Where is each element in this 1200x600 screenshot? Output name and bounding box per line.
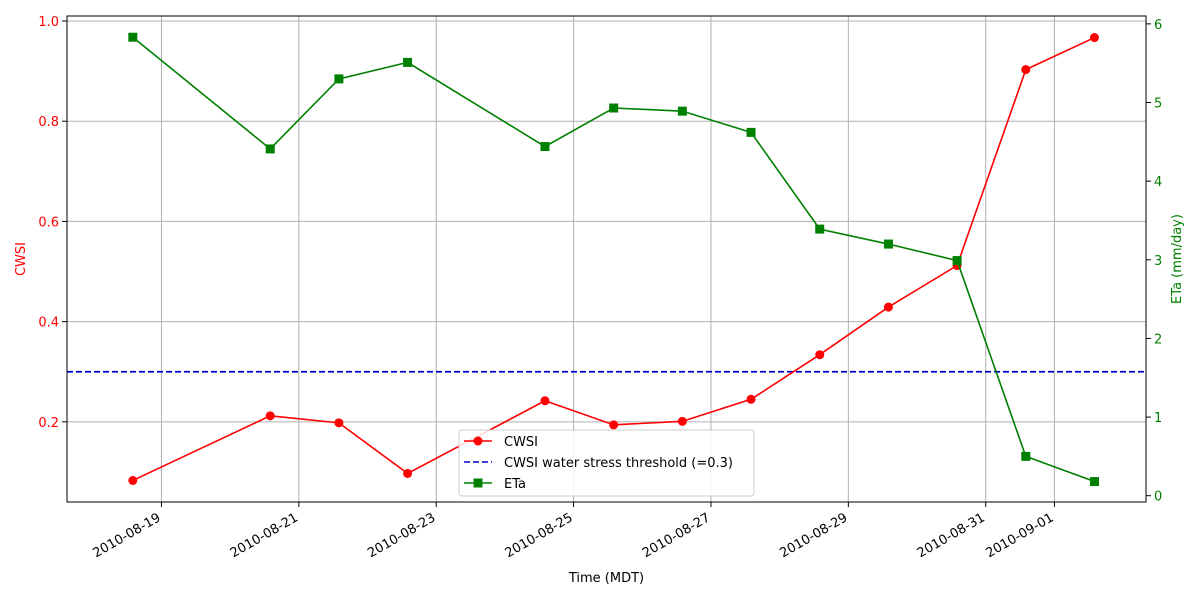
cwsi-point <box>403 468 413 478</box>
x-tick-label: 2010-08-27 <box>640 510 713 561</box>
x-tick-label: 2010-08-21 <box>228 510 301 561</box>
x-tick-label: 2010-09-01 <box>983 510 1056 561</box>
legend-item-eta: ETa <box>464 477 526 492</box>
y-left-tick-label: 0.6 <box>38 215 59 230</box>
plot-frame <box>66 15 1147 503</box>
cwsi-point <box>746 394 756 404</box>
legend-label-cwsi: CWSI <box>504 435 538 450</box>
cwsi-point <box>265 411 275 421</box>
y-left-tick-label: 0.2 <box>38 416 59 431</box>
eta-point <box>609 103 619 113</box>
y-left-tick-label: 0.8 <box>38 115 59 130</box>
cwsi-point <box>677 416 687 426</box>
x-tick-label: 2010-08-25 <box>503 510 576 561</box>
legend-item-cwsi: CWSI <box>464 435 538 450</box>
y-left-tick-label: 1.0 <box>38 15 59 30</box>
x-axis-title: Time (MDT) <box>568 571 644 586</box>
cwsi-point <box>609 420 619 430</box>
x-axis: 2010-08-19 2010-08-21 2010-08-23 2010-08-25… <box>91 502 1056 561</box>
y-axis-right-title: ETa (mm/day) <box>1170 214 1185 304</box>
eta-point <box>540 142 550 152</box>
y-right-tick-label: 0 <box>1154 490 1162 505</box>
y-right-tick-label: 2 <box>1154 332 1162 347</box>
cwsi-point <box>540 396 550 406</box>
y-axis-left-title: CWSI <box>14 242 29 276</box>
eta-point <box>334 74 344 84</box>
legend: CWSI CWSI water stress threshold (=0.3) … <box>458 429 755 497</box>
eta-point <box>952 256 962 266</box>
y-right-tick-label: 3 <box>1154 254 1162 269</box>
y-axis-left: 0.2 0.4 0.6 0.8 1.0 <box>38 15 67 431</box>
x-tick-label: 2010-08-29 <box>777 510 850 561</box>
eta-point <box>677 106 687 116</box>
cwsi-point <box>883 302 893 312</box>
cwsi-point <box>128 475 138 485</box>
x-tick-label: 2010-08-31 <box>915 510 988 561</box>
x-tick-label: 2010-08-19 <box>91 510 164 561</box>
eta-point <box>746 127 756 137</box>
eta-point <box>815 224 825 234</box>
legend-label-eta: ETa <box>504 477 526 492</box>
eta-point <box>265 144 275 154</box>
grid-lines <box>67 16 1146 502</box>
cwsi-point <box>334 418 344 428</box>
y-left-tick-label: 0.4 <box>38 316 59 331</box>
eta-point <box>1089 477 1099 487</box>
cwsi-point <box>815 350 825 360</box>
x-tick-label: 2010-08-23 <box>365 510 438 561</box>
cwsi-point <box>1021 65 1031 75</box>
y-right-tick-label: 1 <box>1154 411 1162 426</box>
series-eta <box>128 32 1099 487</box>
y-right-tick-label: 6 <box>1154 18 1162 33</box>
cwsi-point <box>1089 33 1099 43</box>
legend-box <box>458 429 755 497</box>
legend-item-threshold: CWSI water stress threshold (=0.3) <box>464 456 733 471</box>
eta-point <box>1021 451 1031 461</box>
y-right-tick-label: 4 <box>1154 175 1162 190</box>
y-axis-right: 0 1 2 3 4 5 6 <box>1146 18 1162 505</box>
eta-point <box>128 32 138 42</box>
eta-point <box>883 239 893 249</box>
legend-label-threshold: CWSI water stress threshold (=0.3) <box>504 456 733 471</box>
y-right-tick-label: 5 <box>1154 97 1162 112</box>
series-cwsi <box>128 33 1099 485</box>
eta-point <box>403 57 413 67</box>
